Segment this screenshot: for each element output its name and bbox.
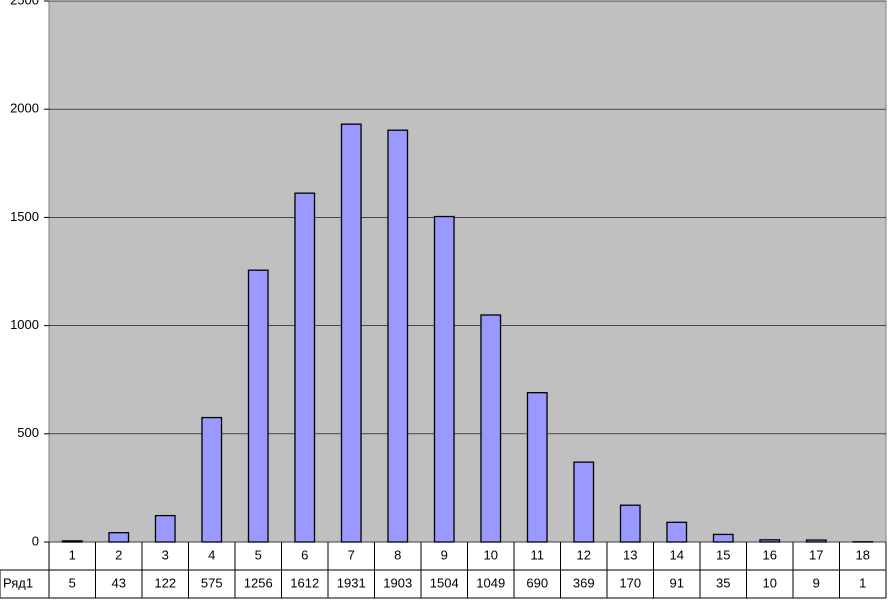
table-value: 1: [859, 575, 866, 590]
bar: [340, 123, 362, 543]
table-value: 91: [670, 575, 684, 590]
x-tick-label: 12: [577, 547, 591, 562]
bar: [154, 514, 176, 543]
plot-area: [48, 0, 887, 543]
bar: [666, 521, 688, 543]
x-tick-label: 15: [716, 547, 730, 562]
table-value: 1931: [337, 575, 366, 590]
table-value: 35: [716, 575, 730, 590]
x-tick-label: 11: [531, 547, 545, 562]
y-tick-label: 2500: [10, 0, 39, 7]
x-tick-label: 17: [809, 547, 823, 562]
y-tick-label: 1000: [10, 317, 39, 332]
bar: [759, 539, 781, 543]
bar: [573, 461, 595, 543]
y-tick-label: 0: [32, 533, 39, 548]
bar: [805, 539, 827, 543]
table-value: 9: [813, 575, 820, 590]
bar: [61, 540, 83, 543]
bar: [712, 533, 734, 543]
x-tick-label: 9: [441, 547, 448, 562]
table-value: 1256: [244, 575, 273, 590]
x-tick-label: 6: [301, 547, 308, 562]
table-value: 1049: [476, 575, 505, 590]
x-tick-label: 7: [348, 547, 355, 562]
table-value: 575: [201, 575, 223, 590]
y-tick-label: 2000: [10, 101, 39, 116]
table-value: 43: [112, 575, 126, 590]
x-tick-label: 4: [208, 547, 215, 562]
bar: [387, 129, 409, 543]
table-value: 5: [69, 575, 76, 590]
bar: [108, 532, 130, 543]
table-value: 690: [526, 575, 548, 590]
x-tick-label: 10: [484, 547, 498, 562]
x-tick-label: 3: [162, 547, 169, 562]
x-tick-label: 2: [115, 547, 122, 562]
x-tick-label: 13: [623, 547, 637, 562]
y-tick-label: 1500: [10, 209, 39, 224]
legend-label: Ряд1: [3, 575, 33, 590]
bar: [433, 215, 455, 543]
bar: [526, 392, 548, 543]
table-value: 10: [763, 575, 777, 590]
table-value: 1903: [383, 575, 412, 590]
table-value: 1612: [290, 575, 319, 590]
x-tick-label: 14: [670, 547, 684, 562]
x-tick-label: 18: [856, 547, 870, 562]
table-value: 170: [619, 575, 641, 590]
x-tick-label: 16: [763, 547, 777, 562]
table-value: 122: [154, 575, 176, 590]
bar: [480, 314, 502, 543]
x-tick-label: 1: [69, 547, 76, 562]
x-tick-label: 8: [394, 547, 401, 562]
x-tick-label: 5: [255, 547, 262, 562]
table-value: 369: [573, 575, 595, 590]
bar: [247, 269, 269, 543]
bar: [294, 192, 316, 543]
table-value: 1504: [430, 575, 459, 590]
y-tick-label: 500: [17, 425, 39, 440]
bar: [619, 504, 641, 543]
bar: [201, 416, 223, 543]
